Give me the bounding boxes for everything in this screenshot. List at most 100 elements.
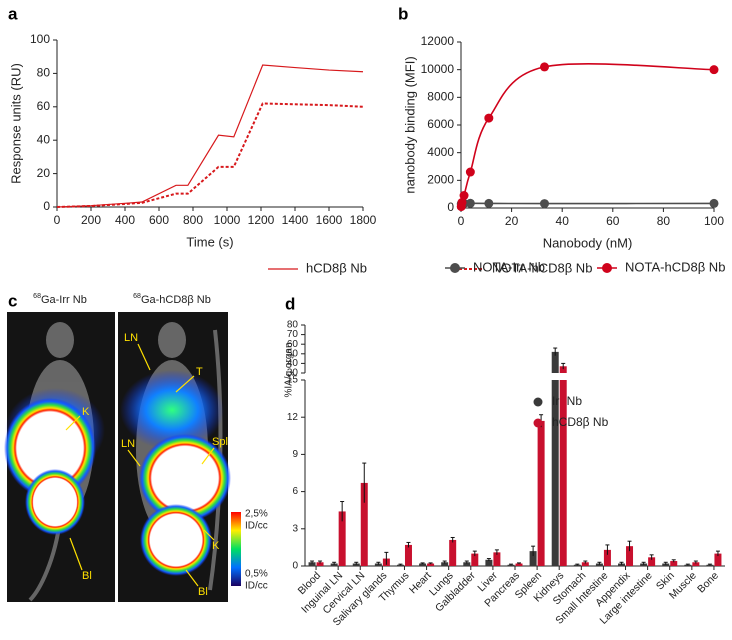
legend-swatch	[450, 263, 460, 273]
bar	[449, 539, 457, 566]
bar	[427, 563, 435, 566]
bar	[537, 420, 545, 566]
y-tick-label: 12	[287, 412, 299, 423]
y-tick-label: 9	[292, 449, 298, 460]
bar	[603, 549, 611, 566]
organ-label: LN	[121, 438, 135, 450]
point	[709, 198, 719, 208]
y-tick-label: 15	[287, 375, 299, 386]
bar	[692, 562, 700, 566]
organ-label: Spl	[212, 436, 228, 448]
x-tick-label: Bone	[695, 569, 721, 595]
panel-c: c 68Ga-Irr Nb 68Ga-hCD8β Nb K Bl LN T Sp…	[4, 291, 268, 602]
image-title: 68Ga-Irr Nb	[33, 293, 87, 306]
bar	[441, 562, 449, 566]
point	[457, 197, 467, 207]
x-tick-label: 1600	[316, 213, 343, 227]
x-tick-label: 1200	[248, 213, 275, 227]
x-tick-label: 20	[505, 214, 519, 228]
panel-letter: d	[285, 294, 295, 313]
panel-letter: a	[8, 4, 18, 23]
bar	[404, 544, 412, 566]
colorbar-label: ID/cc	[245, 581, 268, 592]
y-axis-label: Response units (RU)	[8, 63, 23, 184]
fit-curve	[460, 202, 715, 205]
bar	[551, 380, 559, 566]
y-tick-label: 0	[292, 561, 298, 572]
legend-label: hCD8β Nb	[306, 260, 367, 275]
x-tick-label: 1000	[214, 213, 241, 227]
colorbar-label: 2,5%	[245, 509, 268, 520]
y-tick-label: 50	[287, 348, 299, 359]
y-tick-label: 60	[287, 339, 299, 350]
bar	[529, 551, 537, 566]
x-tick-label: 60	[606, 214, 620, 228]
heat-blob	[120, 370, 224, 450]
bar	[626, 546, 634, 566]
bar	[316, 562, 324, 566]
bar	[493, 552, 501, 566]
heat-blob	[25, 469, 85, 535]
y-tick-label: 80	[287, 320, 299, 331]
bar	[471, 553, 479, 566]
organ-label: Bl	[82, 570, 92, 582]
image-title: 68Ga-hCD8β Nb	[133, 293, 211, 306]
bar	[581, 562, 589, 566]
y-tick-label: 30	[287, 368, 299, 379]
y-tick-label: 80	[37, 66, 51, 80]
point	[539, 199, 549, 209]
bar	[559, 366, 567, 373]
x-tick-label: 100	[704, 214, 724, 228]
colorbar	[231, 512, 241, 586]
legend-swatch	[602, 263, 612, 273]
x-tick-label: 400	[115, 213, 135, 227]
panel-letter: b	[398, 4, 408, 23]
legend-label: Irr Nb	[552, 394, 582, 408]
y-tick-label: 70	[287, 329, 299, 340]
y-tick-label: 100	[30, 32, 50, 46]
organ-label: Bl	[198, 586, 208, 598]
y-axis-label: nanobody binding (MFI)	[402, 56, 417, 193]
y-tick-label: 6	[292, 486, 298, 497]
heat-blob	[140, 504, 212, 576]
legend-label: NOTA-hCD8β Nb	[492, 260, 592, 275]
y-tick-label: 40	[37, 132, 51, 146]
organ-label: K	[82, 406, 90, 418]
legend-label: NOTA-Irr Nb	[473, 259, 545, 274]
x-tick-label: 80	[657, 214, 671, 228]
x-tick-label: 200	[81, 213, 101, 227]
y-tick-label: 2000	[427, 173, 454, 187]
y-tick-label: 60	[37, 99, 51, 113]
y-tick-label: 0	[43, 199, 50, 213]
point	[465, 198, 475, 208]
series-line	[56, 102, 364, 208]
y-tick-label: 3	[292, 523, 298, 534]
y-tick-label: 8000	[427, 90, 454, 104]
y-tick-label: 4000	[427, 145, 454, 159]
bar	[515, 563, 523, 566]
panel-letter: c	[8, 291, 17, 310]
y-tick-label: 10000	[421, 62, 455, 76]
organ-label: T	[196, 366, 203, 378]
bar	[551, 351, 559, 373]
bar	[559, 380, 567, 566]
colorbar-label: 0,5%	[245, 569, 268, 580]
x-tick-label: 1800	[350, 213, 377, 227]
legend-swatch	[533, 397, 543, 407]
x-tick-label: 800	[183, 213, 203, 227]
point	[459, 191, 469, 201]
bar	[714, 553, 722, 566]
bar	[419, 563, 427, 566]
y-tick-label: 6000	[427, 117, 454, 131]
colorbar-label: ID/cc	[245, 521, 268, 532]
bar	[463, 562, 471, 566]
organ-label: LN	[124, 332, 138, 344]
point	[484, 198, 494, 208]
y-tick-label: 0	[447, 200, 454, 214]
x-tick-label: 0	[54, 213, 61, 227]
legend-swatch	[533, 418, 543, 428]
bar	[360, 482, 368, 566]
y-tick-label: 40	[287, 358, 299, 369]
x-tick-label: 600	[149, 213, 169, 227]
